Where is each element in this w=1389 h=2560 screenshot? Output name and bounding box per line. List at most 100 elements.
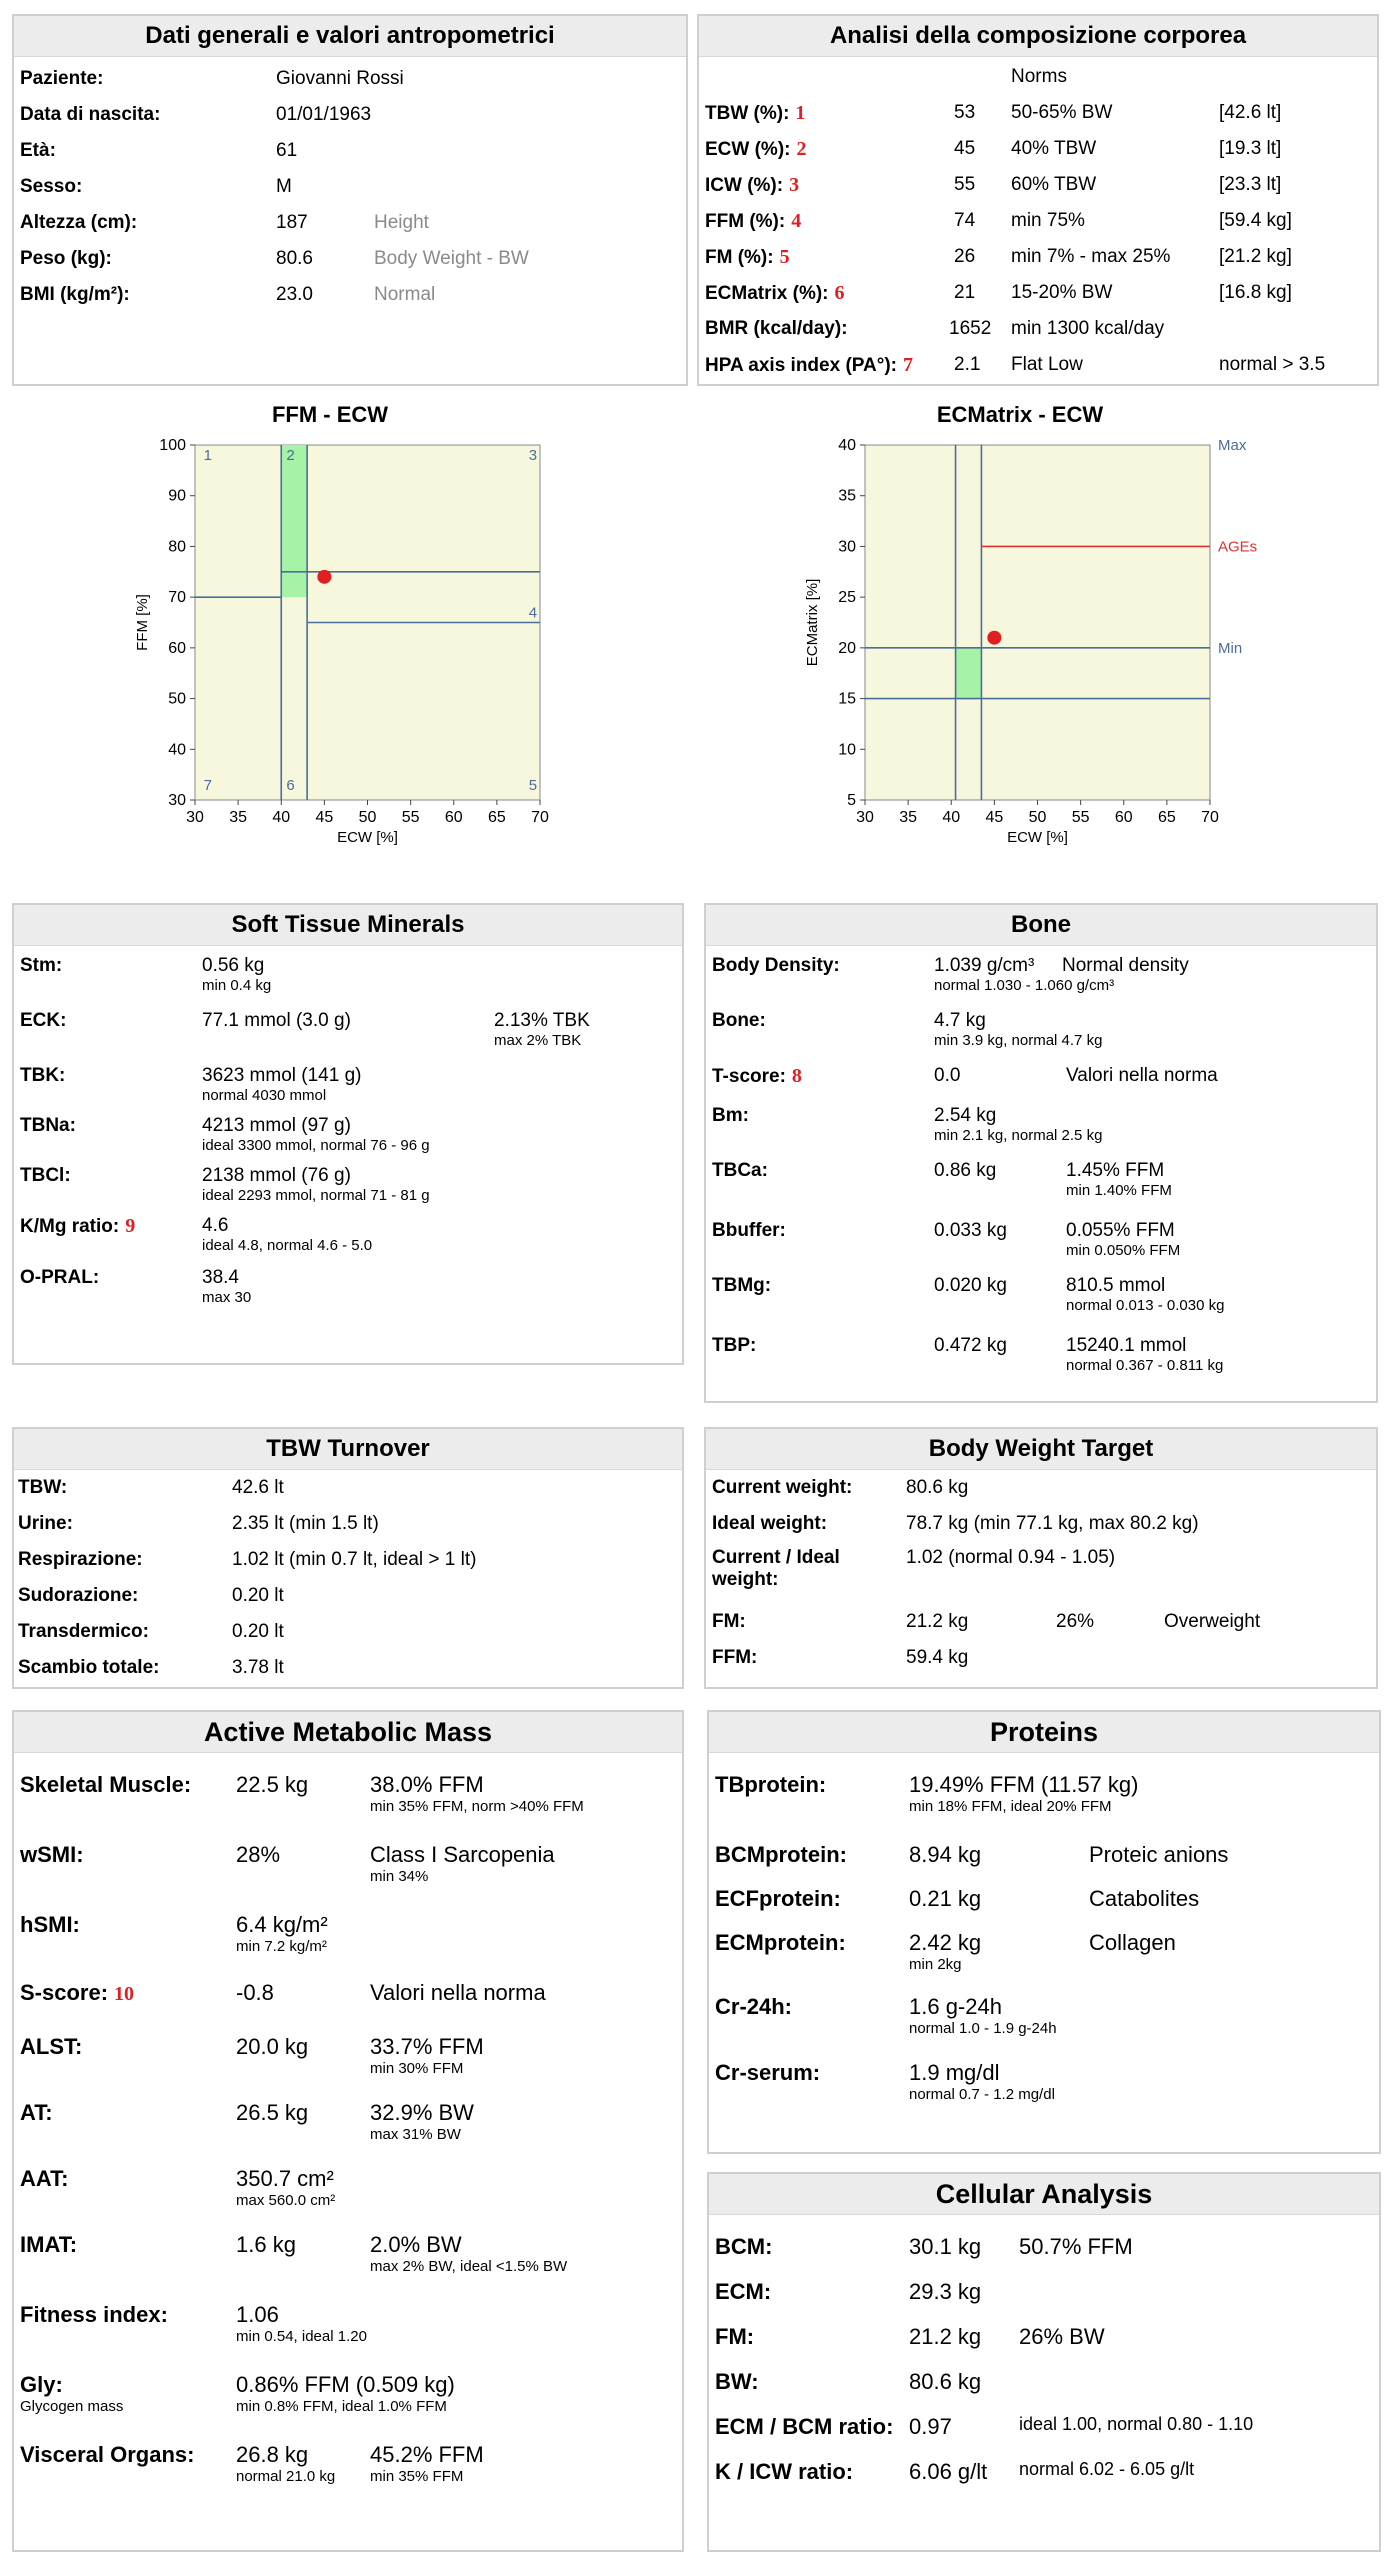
y-tick-label: 30 [838, 538, 856, 555]
composition-value: 74 [954, 210, 976, 231]
metabolic-label: Gly: Glycogen mass [20, 2372, 123, 2416]
composition-value: 53 [954, 102, 976, 123]
bone-label: TBP: [712, 1335, 756, 1357]
cellular-label: ECM: [715, 2279, 772, 2304]
proteins-value: 0.21 kg [909, 1886, 981, 1912]
proteins-value-main: 0.21 kg [909, 1886, 982, 1911]
composition-panel: Analisi della composizione corporea Norm… [697, 14, 1379, 386]
metabolic-extra-main: Valori nella norma [370, 1980, 546, 2005]
metabolic-value: 20.0 kg [236, 2034, 308, 2060]
proteins-title: Proteins [709, 1712, 1379, 1753]
bone-value-sub: min 2.1 kg, normal 2.5 kg [934, 1127, 1103, 1144]
minerals-title: Soft Tissue Minerals [14, 905, 682, 946]
proteins-value-sub: min 2kg [909, 1956, 962, 1973]
footnote-number: 9 [125, 1215, 136, 1237]
data-point [987, 630, 1002, 645]
metabolic-value: 1.06 min 0.54, ideal 1.20 [236, 2302, 367, 2346]
x-tick-label: 65 [1158, 809, 1176, 826]
bone-value-main: 4.7 kg [934, 1010, 986, 1031]
composition-label-text: HPA axis index (PA°): [705, 355, 898, 376]
x-tick-label: 35 [899, 809, 917, 826]
y-tick-label: 10 [838, 741, 856, 758]
metabolic-extra: 45.2% FFM min 35% FFM [370, 2442, 484, 2486]
metabolic-value-main: 1.06 [236, 2302, 279, 2327]
proteins-value-main: 8.94 kg [909, 1842, 982, 1867]
minerals-label-text: ECK: [20, 1010, 67, 1031]
minerals-label-text: TBNa: [20, 1115, 76, 1136]
composition-norm: min 1300 kcal/day [1011, 318, 1165, 339]
cellular-extra: normal 6.02 - 6.05 g/lt [1019, 2459, 1195, 2479]
target-title: Body Weight Target [706, 1429, 1376, 1470]
target-label: FFM: [712, 1647, 758, 1668]
general-label: Sesso: [20, 176, 83, 197]
composition-label: FFM (%): 4 [705, 210, 801, 233]
target-percent: 26% [1056, 1611, 1095, 1632]
minerals-value-main: 2138 mmol (76 g) [202, 1165, 351, 1186]
bone-label-text: Body Density: [712, 955, 840, 976]
metabolic-value-main: 6.4 kg/m² [236, 1912, 328, 1937]
minerals-value-main: 77.1 mmol (3.0 g) [202, 1010, 351, 1031]
proteins-extra: Collagen [1089, 1930, 1176, 1955]
composition-label-text: TBW (%): [705, 103, 790, 124]
bone-value-main: 2.54 kg [934, 1105, 997, 1126]
cellular-label: FM: [715, 2324, 755, 2349]
proteins-value-sub: normal 1.0 - 1.9 g-24h [909, 2020, 1057, 2037]
plot-area [864, 444, 1211, 801]
proteins-label: TBprotein: [715, 1772, 827, 1797]
ecmatrix-ecw-chart: Max AGEs Min 30 35 40 45 50 55 60 65 70 40 35 30 25 20 15… [804, 437, 1257, 846]
cellular-panel: Cellular Analysis BCM: 30.1 kg 50.7% FFM EC… [707, 2172, 1381, 2552]
general-label: Data di nascita: [20, 104, 161, 125]
composition-extra: [21.2 kg] [1219, 246, 1292, 267]
bone-value: 0.0 [934, 1065, 960, 1087]
footnote-number: 5 [779, 246, 790, 268]
x-axis-label: ECW [%] [337, 829, 398, 846]
bone-extra: 0.055% FFM min 0.050% FFM [1066, 1220, 1180, 1260]
cellular-value: 0.97 [909, 2414, 952, 2439]
proteins-value: 1.6 g-24h normal 1.0 - 1.9 g-24h [909, 1994, 1057, 2038]
general-data-panel: Dati generali e valori antropometrici Pa… [12, 14, 688, 386]
y-axis-label: FFM [%] [134, 594, 151, 651]
bone-title: Bone [706, 905, 1376, 946]
metabolic-extra: 32.9% BW max 31% BW [370, 2100, 474, 2144]
metabolic-value: 0.86% FFM (0.509 kg) min 0.8% FFM, ideal … [236, 2372, 455, 2416]
proteins-value-main: 1.6 g-24h [909, 1994, 1002, 2019]
composition-label: FM (%): 5 [705, 246, 790, 269]
target-value: 78.7 kg (min 77.1 kg, max 80.2 kg) [906, 1513, 1199, 1534]
metabolic-extra-main: 33.7% FFM [370, 2034, 484, 2059]
minerals-extra-main: 2.13% TBK [494, 1010, 590, 1031]
metabolic-label: Fitness index: [20, 2302, 168, 2328]
composition-label: ECMatrix (%): 6 [705, 282, 845, 305]
turnover-value: 0.20 lt [232, 1621, 284, 1642]
x-tick-label: 30 [186, 809, 204, 826]
y-axis-label: ECMatrix [%] [804, 579, 821, 667]
cellular-label: BW: [715, 2369, 759, 2394]
x-tick-label: 70 [1201, 809, 1219, 826]
bone-label: Bbuffer: [712, 1220, 786, 1242]
metabolic-value-main: 20.0 kg [236, 2034, 309, 2059]
zone-label: 5 [529, 777, 537, 794]
composition-label: TBW (%): 1 [705, 102, 805, 125]
composition-norm: min 75% [1011, 210, 1085, 231]
y-tick-label: 15 [838, 691, 856, 708]
footnote-number: 4 [791, 210, 802, 232]
chart1-title: FFM - ECW [271, 402, 389, 427]
composition-label-text: FFM (%): [705, 211, 786, 232]
metabolic-label-text: Gly: [20, 2372, 63, 2397]
metabolic-value: 26.5 kg [236, 2100, 308, 2126]
bone-label: TBCa: [712, 1160, 768, 1182]
bone-value: 0.020 kg [934, 1275, 1007, 1297]
turnover-panel: TBW Turnover TBW: 42.6 lt Urine: 2.35 lt (m… [12, 1427, 684, 1689]
minerals-label-text: Stm: [20, 955, 63, 976]
proteins-extra: Catabolites [1089, 1886, 1200, 1911]
x-tick-label: 65 [488, 809, 506, 826]
cellular-extra: 50.7% FFM [1019, 2234, 1133, 2259]
metabolic-label: ALST: [20, 2034, 82, 2060]
target-label: FM: [712, 1611, 746, 1632]
composition-label-text: ECW (%): [705, 139, 791, 160]
proteins-value: 2.42 kg min 2kg [909, 1930, 981, 1974]
x-tick-label: 60 [1115, 809, 1133, 826]
green-zone [281, 445, 308, 598]
composition-label: ICW (%): 3 [705, 174, 799, 197]
general-value: 61 [276, 140, 298, 161]
